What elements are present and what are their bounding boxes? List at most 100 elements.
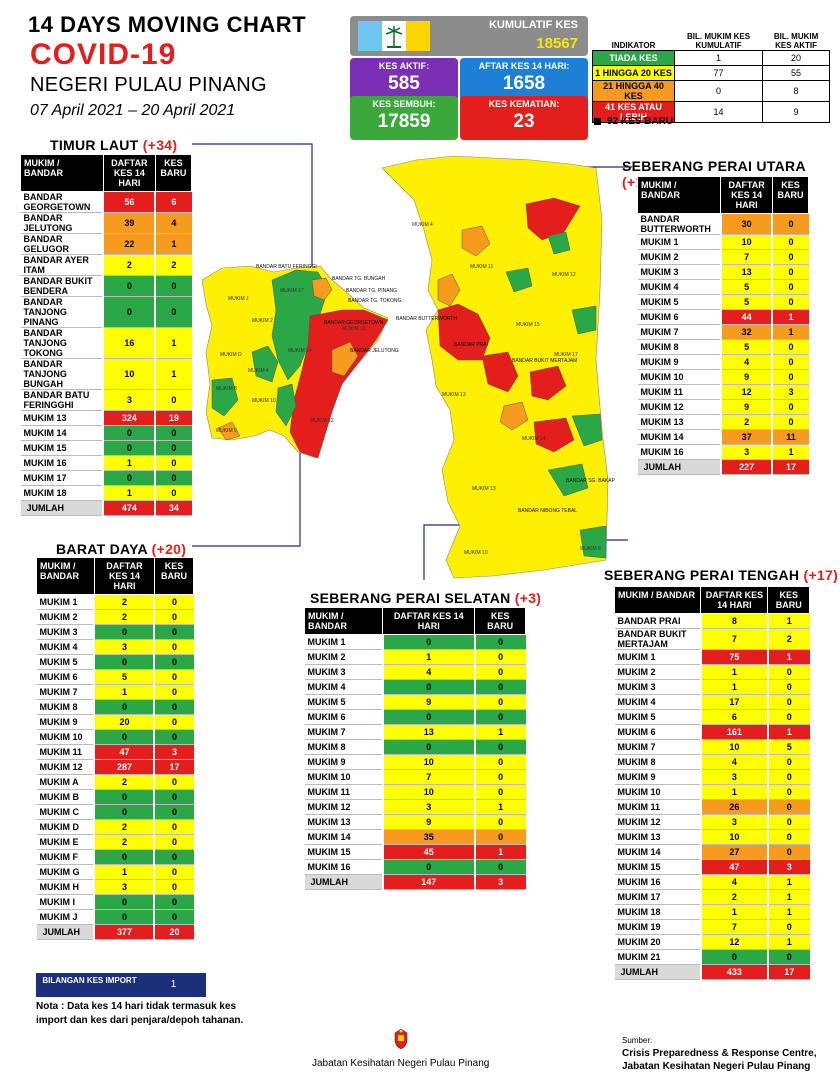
- kes-baru-header: KES BARU: [767, 586, 810, 614]
- daftar-kes-cell: 56: [102, 191, 156, 213]
- kes-baru-cell: 0: [766, 829, 810, 845]
- daftar-kes-cell: 3: [102, 389, 156, 411]
- jumlah-daftar: 147: [381, 874, 475, 890]
- timur-laut-title: TIMUR LAUT (+34): [50, 137, 177, 153]
- daftar-kes-cell: 2: [719, 414, 773, 430]
- kes-baru-cell: 0: [771, 294, 809, 310]
- timur-laut-delta: (+34): [142, 137, 178, 153]
- table-row: MUKIM 4 17 0: [614, 694, 810, 710]
- kes-sembuh-box: KES SEMBUH: 17859: [350, 96, 458, 140]
- table-row: MUKIM 14 27 0: [614, 844, 810, 860]
- kes-baru-cell: 1: [771, 444, 809, 460]
- mukim-name: MUKIM 2: [36, 609, 95, 625]
- daftar-kes-cell: 4: [381, 664, 475, 680]
- mukim-name: MUKIM D: [36, 819, 95, 835]
- spu-name: SEBERANG PERAI UTARA: [622, 158, 806, 174]
- kes-baru-cell: 11: [771, 429, 809, 445]
- table-row: MUKIM 9 20 0: [36, 714, 194, 730]
- table-row: MUKIM 1 10 0: [637, 234, 809, 250]
- kes-baru-cell: 0: [154, 470, 192, 486]
- daftar-kes-cell: 47: [93, 744, 155, 760]
- table-row: MUKIM 11 47 3: [36, 744, 194, 760]
- mukim-name: BANDAR GEORGETOWN: [20, 191, 104, 213]
- mukim-name: MUKIM C: [36, 804, 95, 820]
- table-row: MUKIM 14 35 0: [304, 829, 526, 845]
- mukim-header: MUKIM / BANDAR: [636, 176, 722, 214]
- kes-baru-cell: 19: [154, 410, 192, 426]
- kes-baru-cell: 0: [771, 213, 809, 235]
- daftar-kes-cell: 2: [102, 254, 156, 276]
- kes-baru-cell: 0: [153, 774, 194, 790]
- table-row: MUKIM 16 4 1: [614, 874, 810, 890]
- kes-baru-cell: 0: [153, 834, 194, 850]
- daftar-kes-cell: 2: [93, 819, 155, 835]
- table-row: BANDAR BUTTERWORTH 30 0: [637, 213, 809, 235]
- daftar-kes-cell: 0: [102, 296, 156, 328]
- map-label: MUKIM 14: [288, 348, 312, 354]
- mukim-name: BANDAR PRAI: [614, 613, 701, 629]
- kes-baru-cell: 2: [154, 254, 192, 276]
- kes-baru-cell: 0: [771, 249, 809, 265]
- kes-baru-header: KES BARU: [153, 557, 195, 595]
- table-row: MUKIM 6 44 1: [637, 309, 809, 325]
- kes-baru-cell: 1: [766, 724, 810, 740]
- island-town-label: BANDAR GEORGETOWN: [324, 320, 384, 326]
- jumlah-baru: 17: [766, 964, 810, 980]
- mukim-name: MUKIM 15: [20, 440, 104, 456]
- import-cases-label: BILANGAN KES IMPORT: [37, 974, 142, 996]
- daftar-kes-cell: 1: [699, 784, 768, 800]
- indicator-cell: 20: [762, 49, 830, 66]
- daftar-kes-cell: 37: [719, 429, 773, 445]
- daftar-kes-cell: 22: [102, 233, 156, 255]
- map-label: MUKIM 10: [464, 550, 488, 556]
- table-row: MUKIM 14 37 11: [637, 429, 809, 445]
- data-note: Nota : Data kes 14 hari tidak termasuk k…: [36, 1001, 244, 1026]
- mukim-name: MUKIM 10: [614, 784, 701, 800]
- map-label: MUKIM 2: [252, 318, 273, 324]
- mukim-name: BANDAR BUKIT MERTAJAM: [614, 628, 701, 650]
- timur-laut-callout-line: [192, 143, 313, 290]
- mukim-name: MUKIM H: [36, 879, 95, 895]
- daftar-header: DAFTAR KES 14 HARI: [382, 607, 476, 635]
- mukim-name: MUKIM 2: [637, 249, 721, 265]
- indicator-header: INDIKATOR: [611, 40, 656, 50]
- indicator-cell: 77: [673, 64, 764, 81]
- kes-baru-cell: 0: [771, 369, 809, 385]
- mukim-name: MUKIM 9: [304, 754, 383, 770]
- mukim-name: MUKIM 8: [304, 739, 383, 755]
- bil-kumulatif-header: BIL. MUKIM KES KUMULATIF: [686, 31, 751, 50]
- mukim-name: MUKIM 8: [614, 754, 701, 770]
- map-label: MUKIM 4: [412, 222, 433, 228]
- mukim-name: MUKIM 7: [304, 724, 383, 740]
- indicator-cell: 1: [673, 49, 764, 66]
- kes-baru-cell: 0: [153, 879, 194, 895]
- mukim-name: MUKIM 3: [637, 264, 721, 280]
- source-block: Sumber: Crisis Preparedness & Response C…: [622, 1034, 817, 1073]
- kes-baru-cell: 0: [153, 894, 194, 910]
- daftar-kes-cell: 5: [719, 339, 773, 355]
- mukim-name: MUKIM A: [36, 774, 95, 790]
- kes-baru-cell: 0: [154, 389, 192, 411]
- kes-baru-cell: 0: [153, 729, 194, 745]
- kes-baru-cell: 3: [153, 744, 194, 760]
- mukim-name: MUKIM 4: [614, 694, 701, 710]
- daftar-kes-cell: 5: [719, 294, 773, 310]
- mukim-name: MUKIM 5: [637, 294, 721, 310]
- kes-baru-cell: 17: [153, 759, 194, 775]
- table-row: MUKIM 6 161 1: [614, 724, 810, 740]
- daftar-kes-cell: 1: [381, 649, 475, 665]
- state-title: NEGERI PULAU PINANG: [30, 74, 267, 96]
- kes-baru-cell: 0: [766, 919, 810, 935]
- mukim-name: MUKIM 14: [20, 425, 104, 441]
- mukim-header: MUKIM / BANDAR: [613, 586, 702, 614]
- table-header-row: MUKIM / BANDAR DAFTAR KES 14 HARI KES BARU: [636, 176, 810, 214]
